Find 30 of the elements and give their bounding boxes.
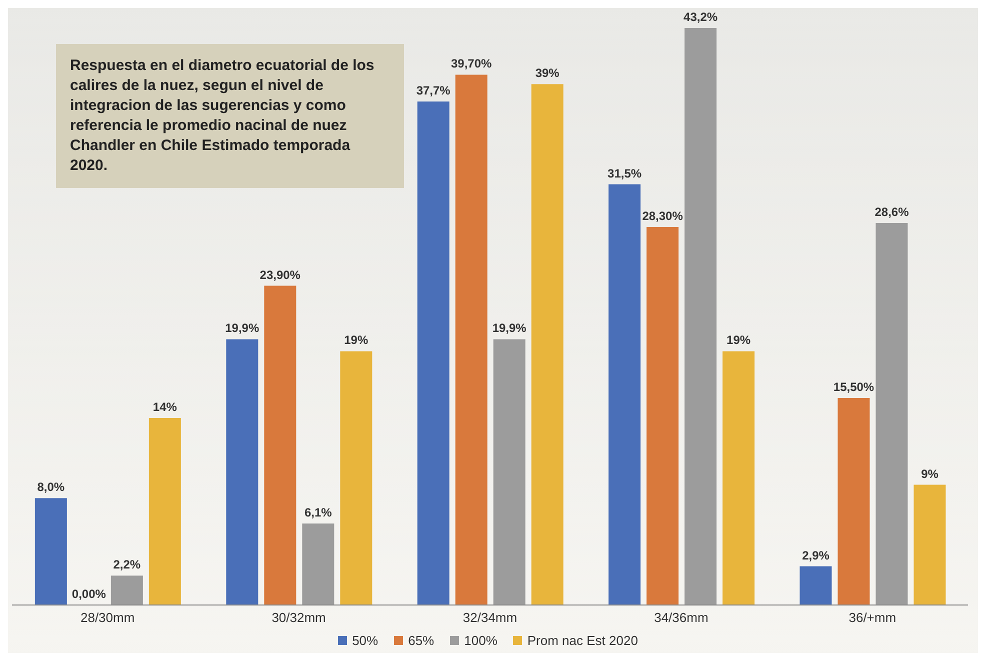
legend-label: 100% bbox=[463, 633, 498, 648]
data-label: 19,9% bbox=[225, 321, 260, 336]
data-label: 37,7% bbox=[416, 83, 451, 98]
data-label: 19,9% bbox=[492, 321, 527, 336]
data-label: 2,2% bbox=[113, 558, 141, 572]
data-label: 6,1% bbox=[304, 506, 332, 520]
x-tick-label: 30/32mm bbox=[272, 610, 326, 626]
data-label: 14% bbox=[152, 400, 178, 414]
data-label: 2,9% bbox=[802, 548, 830, 562]
x-tick-label: 28/30mm bbox=[80, 610, 135, 626]
x-tick-label: 34/36mm bbox=[654, 610, 708, 626]
data-label: 19% bbox=[344, 333, 368, 348]
legend-label: Prom nac Est 2020 bbox=[526, 633, 638, 648]
x-tick-label: 32/34mm bbox=[462, 610, 518, 626]
annotation: Respuesta en el diametro ecuatorial de los calires de la nuez, segun el nivel de integracion de las sugerencias y como referencia le promedio nacinal de nuez Chandler en Chile Estimado temporada 2020. bbox=[56, 44, 404, 188]
data-label: 9% bbox=[921, 466, 939, 481]
data-label: 39,70% bbox=[450, 56, 492, 71]
data-label: 28,6% bbox=[874, 205, 910, 220]
data-label: 28,30% bbox=[642, 209, 684, 224]
data-label: 0,00% bbox=[72, 586, 106, 601]
data-label: 15,50% bbox=[833, 380, 874, 394]
data-label: 31,5% bbox=[608, 166, 642, 180]
data-label: 23,90% bbox=[260, 268, 301, 282]
legend-label: 65% bbox=[407, 633, 434, 648]
data-label: 19% bbox=[726, 333, 751, 348]
data-label: 43,2% bbox=[684, 10, 718, 24]
data-label: 39% bbox=[535, 66, 560, 80]
legend-label: 50% bbox=[351, 633, 378, 648]
data-label: 8,0% bbox=[37, 480, 65, 494]
x-tick-label: 36/+mm bbox=[848, 610, 896, 626]
